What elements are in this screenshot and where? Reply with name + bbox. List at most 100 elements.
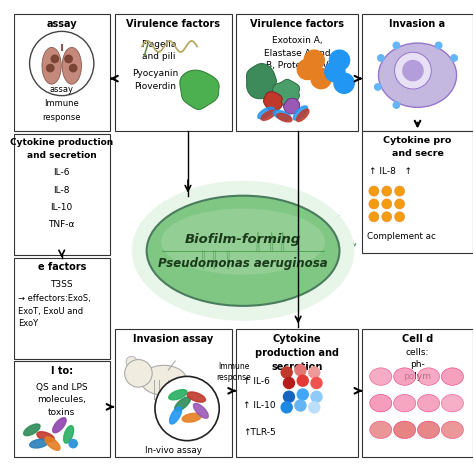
Circle shape bbox=[311, 377, 322, 389]
Ellipse shape bbox=[393, 368, 416, 385]
Circle shape bbox=[382, 186, 392, 196]
Ellipse shape bbox=[418, 368, 439, 385]
Bar bbox=[13, 134, 110, 255]
Polygon shape bbox=[264, 91, 282, 111]
Circle shape bbox=[403, 61, 423, 81]
Text: assay: assay bbox=[46, 19, 77, 29]
Circle shape bbox=[325, 62, 345, 82]
Text: and secre: and secre bbox=[392, 149, 444, 158]
Text: B, Protease IV: B, Protease IV bbox=[266, 61, 328, 70]
Circle shape bbox=[311, 69, 331, 89]
Circle shape bbox=[297, 59, 318, 80]
Text: IL-6: IL-6 bbox=[54, 168, 70, 177]
Ellipse shape bbox=[42, 47, 61, 84]
Text: Complement ac: Complement ac bbox=[367, 232, 436, 241]
Text: toxins: toxins bbox=[48, 408, 75, 417]
Bar bbox=[363, 14, 473, 131]
Text: Pseudomonas aeruginosa: Pseudomonas aeruginosa bbox=[158, 257, 328, 270]
Text: QS and LPS: QS and LPS bbox=[36, 383, 88, 392]
Ellipse shape bbox=[161, 209, 325, 274]
Bar bbox=[115, 329, 232, 457]
Circle shape bbox=[329, 50, 349, 70]
Text: ↑ IL-8   ↑: ↑ IL-8 ↑ bbox=[369, 167, 412, 176]
Circle shape bbox=[369, 199, 379, 209]
Text: ExoY: ExoY bbox=[18, 319, 38, 328]
Circle shape bbox=[374, 84, 381, 90]
Ellipse shape bbox=[441, 394, 464, 412]
Text: response: response bbox=[43, 113, 81, 122]
Bar bbox=[363, 131, 473, 253]
Text: l to:: l to: bbox=[51, 365, 73, 375]
Ellipse shape bbox=[441, 368, 464, 385]
Circle shape bbox=[51, 55, 58, 63]
Text: Cytokine: Cytokine bbox=[273, 334, 321, 344]
Text: and pili: and pili bbox=[142, 52, 176, 61]
Circle shape bbox=[125, 360, 152, 387]
Circle shape bbox=[393, 102, 400, 108]
Polygon shape bbox=[180, 70, 219, 109]
Circle shape bbox=[155, 376, 219, 441]
Text: Cell d: Cell d bbox=[402, 334, 433, 344]
Ellipse shape bbox=[258, 107, 274, 119]
Text: TNF-α: TNF-α bbox=[48, 220, 75, 229]
Ellipse shape bbox=[37, 432, 55, 442]
Text: ph-: ph- bbox=[410, 360, 425, 369]
Text: Pyocyanin: Pyocyanin bbox=[132, 69, 179, 78]
Text: polym: polym bbox=[403, 372, 431, 381]
Text: assay: assay bbox=[50, 85, 74, 94]
Text: IL-8: IL-8 bbox=[54, 186, 70, 195]
Ellipse shape bbox=[370, 421, 392, 438]
Circle shape bbox=[283, 391, 294, 402]
Text: ↑TLR-5: ↑TLR-5 bbox=[243, 428, 276, 437]
Circle shape bbox=[70, 64, 77, 72]
Circle shape bbox=[394, 212, 405, 222]
Ellipse shape bbox=[169, 390, 187, 400]
Bar bbox=[236, 329, 358, 457]
Text: and secretion: and secretion bbox=[27, 151, 97, 160]
Circle shape bbox=[69, 439, 77, 448]
Text: Immune: Immune bbox=[45, 99, 79, 108]
Circle shape bbox=[65, 55, 72, 63]
Ellipse shape bbox=[45, 437, 60, 450]
Bar bbox=[236, 14, 358, 131]
Text: In-vivo assay: In-vivo assay bbox=[145, 446, 201, 455]
Text: Virulence factors: Virulence factors bbox=[126, 19, 220, 29]
Circle shape bbox=[29, 31, 94, 96]
Circle shape bbox=[369, 212, 379, 222]
Circle shape bbox=[46, 64, 54, 72]
Ellipse shape bbox=[273, 110, 291, 120]
Text: IL-10: IL-10 bbox=[51, 203, 73, 212]
Circle shape bbox=[382, 199, 392, 209]
Circle shape bbox=[309, 367, 320, 378]
Circle shape bbox=[281, 367, 292, 378]
Text: Elastase A and: Elastase A and bbox=[264, 49, 330, 58]
Ellipse shape bbox=[293, 106, 308, 120]
Circle shape bbox=[297, 389, 308, 400]
Ellipse shape bbox=[370, 368, 392, 385]
Text: T3SS: T3SS bbox=[50, 280, 73, 289]
Circle shape bbox=[311, 391, 322, 402]
Circle shape bbox=[436, 42, 442, 49]
Bar bbox=[115, 14, 232, 131]
Bar bbox=[13, 14, 110, 131]
Ellipse shape bbox=[193, 403, 208, 418]
Text: secretion: secretion bbox=[271, 362, 323, 372]
Ellipse shape bbox=[64, 426, 73, 443]
Text: ↑ IL-10: ↑ IL-10 bbox=[243, 401, 276, 410]
Circle shape bbox=[283, 377, 294, 389]
Ellipse shape bbox=[393, 421, 416, 438]
Ellipse shape bbox=[132, 181, 355, 321]
Ellipse shape bbox=[30, 439, 48, 448]
Ellipse shape bbox=[170, 407, 182, 424]
Circle shape bbox=[378, 55, 384, 61]
Ellipse shape bbox=[187, 392, 205, 402]
Circle shape bbox=[394, 199, 405, 209]
Ellipse shape bbox=[24, 424, 40, 436]
Ellipse shape bbox=[261, 110, 275, 120]
Circle shape bbox=[297, 375, 308, 386]
Ellipse shape bbox=[53, 418, 66, 433]
Circle shape bbox=[295, 400, 306, 411]
Ellipse shape bbox=[379, 43, 456, 107]
Ellipse shape bbox=[146, 196, 339, 306]
Circle shape bbox=[334, 73, 354, 93]
